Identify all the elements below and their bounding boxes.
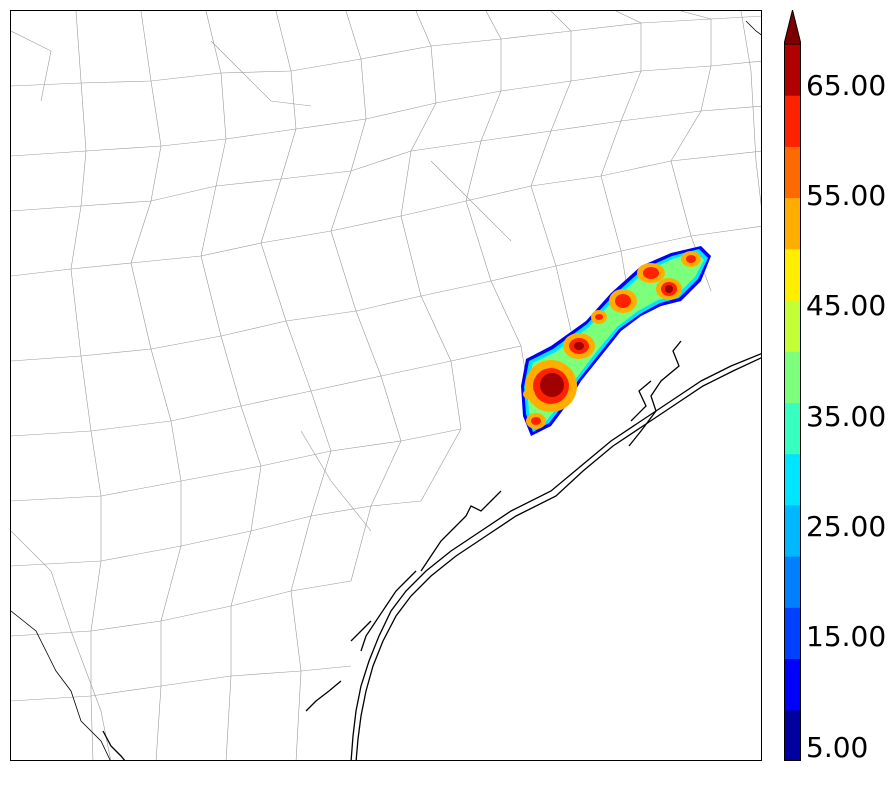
- colorbar-segment: [784, 95, 801, 147]
- colorbar-label-25: 25.00: [806, 510, 887, 543]
- state-border: [11, 20, 761, 760]
- colorbar-segment: [784, 556, 801, 608]
- colorbar-label-35: 35.00: [806, 400, 887, 433]
- colorbar-label-45: 45.00: [806, 289, 887, 322]
- colorbar-segment: [784, 402, 801, 455]
- colorbar-extend-arrow: [784, 10, 801, 45]
- colorbar-segment: [784, 504, 801, 557]
- colorbar-segment: [784, 709, 801, 761]
- colorbar-segment: [784, 248, 801, 301]
- colorbar-segment: [784, 146, 801, 199]
- map-panel: [10, 10, 762, 761]
- colorbar-label-65: 65.00: [806, 69, 887, 102]
- colorbar-border: [784, 43, 801, 761]
- colorbar-segment: [784, 300, 801, 352]
- county-boundaries: [11, 11, 761, 760]
- colorbar: [784, 10, 801, 761]
- colorbar-segment: [784, 658, 801, 711]
- colorbar-segment: [784, 607, 801, 660]
- colorbar-label-55: 55.00: [806, 179, 887, 212]
- colorbar-label-5: 5.00: [806, 731, 869, 764]
- colorbar-segment: [784, 44, 801, 96]
- coastline: [102, 340, 761, 760]
- map-svg: [11, 11, 761, 760]
- colorbar-segment: [784, 197, 801, 250]
- colorbar-segment: [784, 351, 801, 403]
- colorbar-segment: [784, 453, 801, 506]
- precipitation-field: [521, 246, 711, 436]
- colorbar-label-15: 15.00: [806, 620, 887, 653]
